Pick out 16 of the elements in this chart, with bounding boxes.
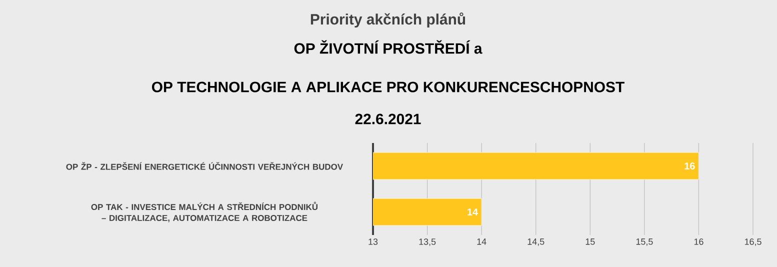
- data-label: 14: [468, 208, 478, 216]
- x-tick-label: 13: [368, 238, 378, 245]
- x-tick-label: 15,5: [636, 238, 653, 246]
- chart-title: Priority akčních plánů: [310, 12, 466, 28]
- x-tick-label: 14: [477, 238, 486, 245]
- x-tick-label: 14,5: [528, 238, 544, 246]
- y-tick-label: OP ŽP - ZLEPŠENÍ ENERGETICKÉ ÚČINNOSTI VEŘEJNÝCH BUDOV: [66, 162, 343, 170]
- chart-subtitle: OP ŽIVOTNÍ PROSTŘEDÍ a: [294, 40, 482, 54]
- x-tick-label: 13,5: [419, 238, 436, 246]
- text: OP TECHNOLOGIE A APLIKACE PRO KONKURENCESCHOPNOST: [152, 82, 624, 92]
- y-tick-label: OP TAK - INVESTICE MALÝCH A STŘEDNÍCH PODNIKŮ – DIGITALIZACE, AUTOMATIZACE A ROBOTIZACE: [91, 202, 318, 222]
- x-tick-label: 16,5: [744, 238, 762, 246]
- x-tick-label: 16: [694, 238, 704, 245]
- x-tick-label: 15: [586, 238, 595, 245]
- text: 22.6.2021: [355, 114, 421, 124]
- data-label: 16: [684, 162, 695, 170]
